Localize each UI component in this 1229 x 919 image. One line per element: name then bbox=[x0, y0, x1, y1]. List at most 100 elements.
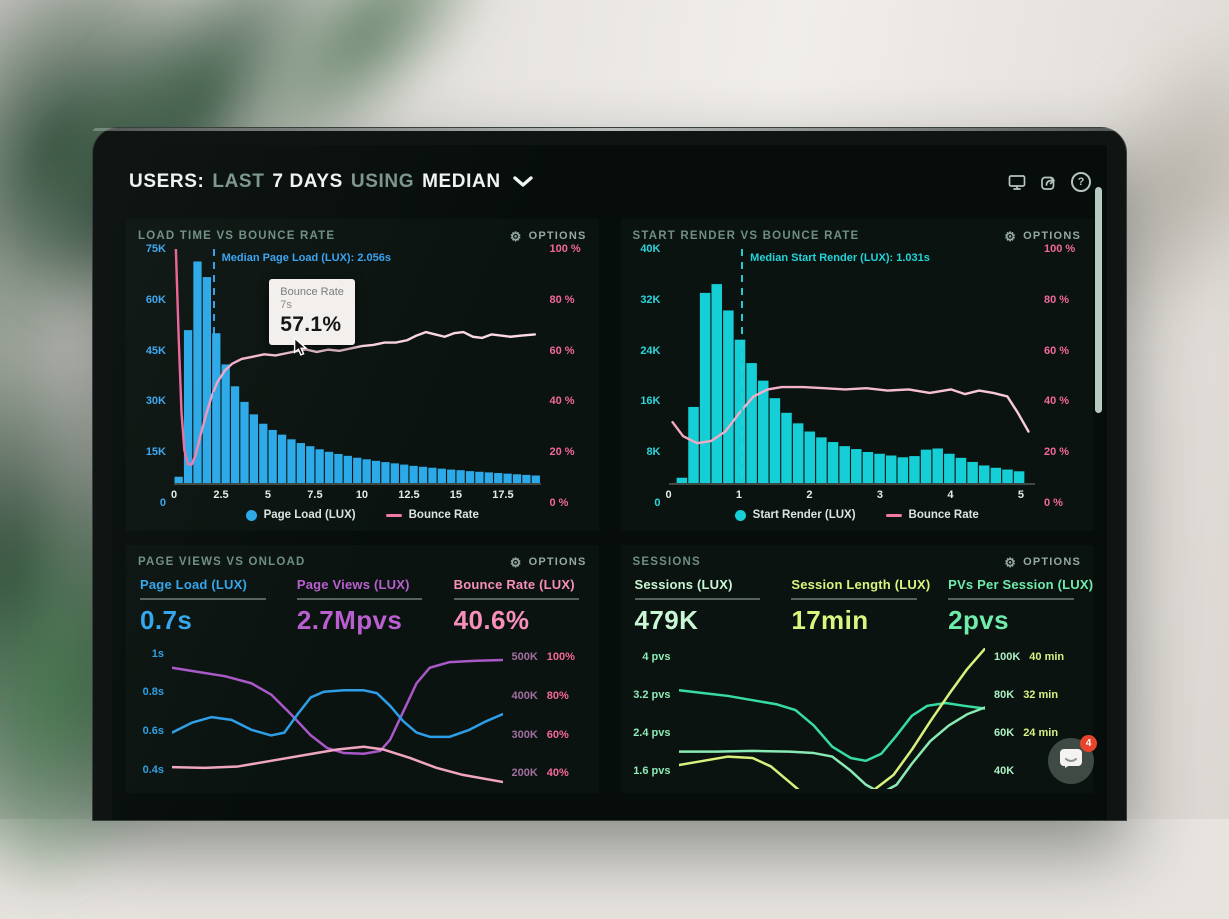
metric-value: 17min bbox=[791, 605, 922, 636]
y-axis-tick-pair: 40K bbox=[994, 765, 1014, 777]
legend-item-page-load-lux[interactable]: Page Load (LUX) bbox=[246, 509, 356, 521]
y-axis-tick: 60% bbox=[547, 729, 569, 741]
line-chart bbox=[679, 648, 986, 789]
gear-icon: ⚙ bbox=[510, 230, 523, 243]
y-axis-right: 100 %80 %60 %40 %20 %0 % bbox=[541, 249, 587, 503]
y-axis-tick: 100 % bbox=[550, 243, 581, 255]
y-axis-tick: 1s bbox=[152, 648, 164, 660]
metric-label: PVs Per Session (LUX) bbox=[948, 577, 1079, 592]
legend-item-start-render-lux[interactable]: Start Render (LUX) bbox=[735, 509, 856, 521]
y-axis-tick: 8K bbox=[646, 446, 660, 458]
legend-label: Bounce Rate bbox=[409, 509, 479, 521]
median-label: Median Page Load (LUX): 2.056s bbox=[222, 252, 391, 264]
options-button[interactable]: ⚙OPTIONS bbox=[1004, 230, 1081, 243]
metric-label: Sessions (LUX) bbox=[635, 577, 766, 592]
header-segment: LAST bbox=[212, 171, 264, 193]
panel-title: SESSIONS bbox=[633, 556, 701, 568]
scrollbar[interactable] bbox=[1095, 187, 1102, 413]
tooltip-series-label: Bounce Rate bbox=[280, 286, 344, 298]
y-axis-tick: 0.6s bbox=[143, 725, 164, 737]
metric-page-load-lux: Page Load (LUX)0.7s bbox=[140, 577, 271, 636]
y-axis-tick: 80 % bbox=[550, 294, 575, 306]
share-icon[interactable] bbox=[1039, 172, 1059, 192]
chart-legend: Start Render (LUX) Bounce Rate bbox=[633, 503, 1082, 527]
plot-column bbox=[679, 648, 986, 789]
y-axis-tick: 40K bbox=[994, 765, 1014, 777]
bar-chart bbox=[669, 249, 1036, 483]
y-axis-tick: 20 % bbox=[550, 446, 575, 458]
median-line bbox=[741, 249, 743, 483]
options-button[interactable]: ⚙OPTIONS bbox=[510, 556, 587, 569]
options-button[interactable]: ⚙OPTIONS bbox=[1004, 556, 1081, 569]
y-axis-tick: 15K bbox=[146, 446, 166, 458]
legend-item-bounce-rate[interactable]: Bounce Rate bbox=[386, 509, 479, 521]
metric-underline bbox=[140, 598, 266, 600]
x-axis-tick: 17.5 bbox=[492, 489, 513, 501]
y-axis-tick: 40 % bbox=[1044, 395, 1069, 407]
x-axis-tick: 5 bbox=[265, 489, 271, 501]
metric-pvs-per-session-lux: PVs Per Session (LUX)2pvs bbox=[948, 577, 1079, 636]
display-icon[interactable] bbox=[1007, 172, 1027, 192]
x-axis-tick: 1 bbox=[736, 489, 742, 501]
y-axis-tick: 32 min bbox=[1023, 689, 1058, 701]
y-axis-tick: 30K bbox=[146, 395, 166, 407]
metric-label: Page Views (LUX) bbox=[297, 577, 428, 592]
metric-session-length-lux: Session Length (LUX) 17min bbox=[791, 577, 922, 636]
chat-launcher[interactable]: 4 bbox=[1048, 738, 1094, 784]
y-axis-tick: 0 bbox=[654, 497, 660, 509]
metric-bounce-rate-lux: Bounce Rate (LUX)40.6% bbox=[454, 577, 585, 636]
plot-area: Median Page Load (LUX): 2.056s Bounce Rat… bbox=[174, 249, 541, 485]
y-axis-tick: 75K bbox=[146, 243, 166, 255]
metric-label: Bounce Rate (LUX) bbox=[454, 577, 585, 592]
y-axis-tick: 4 pvs bbox=[642, 651, 670, 663]
y-axis-tick: 60 % bbox=[550, 345, 575, 357]
metric-underline bbox=[948, 598, 1074, 600]
panel-header: PAGE VIEWS VS ONLOAD⚙OPTIONS bbox=[138, 553, 587, 571]
y-axis-tick: 0.8s bbox=[143, 686, 164, 698]
y-axis-tick: 80% bbox=[547, 690, 569, 702]
legend-label: Start Render (LUX) bbox=[753, 509, 856, 521]
header-segment: USING bbox=[351, 171, 414, 193]
chart-legend: Page Load (LUX) Bounce Rate bbox=[138, 503, 587, 527]
x-axis-tick: 10 bbox=[356, 489, 368, 501]
x-axis-tick: 2.5 bbox=[213, 489, 228, 501]
bar-chart bbox=[174, 249, 541, 483]
y-axis-tick: 40 min bbox=[1029, 651, 1064, 663]
y-axis-tick: 80 % bbox=[1044, 294, 1069, 306]
y-axis-tick: 2.4 pvs bbox=[633, 727, 670, 739]
metric-label: Session Length (LUX) bbox=[791, 577, 922, 592]
help-icon[interactable]: ? bbox=[1071, 172, 1091, 192]
header-segment: 7 DAYS bbox=[272, 171, 343, 193]
y-axis-tick-pair: 400K 80% bbox=[512, 690, 569, 702]
legend-item-bounce-rate[interactable]: Bounce Rate bbox=[886, 509, 979, 521]
metric-underline bbox=[454, 598, 580, 600]
x-axis-tick: 7.5 bbox=[307, 489, 322, 501]
y-axis-tick: 16K bbox=[640, 395, 660, 407]
legend-line-marker bbox=[886, 514, 902, 517]
panel-page-views-vs-onload: PAGE VIEWS VS ONLOAD⚙OPTIONS Page Load (L… bbox=[126, 545, 599, 793]
y-axis-tick: 40 % bbox=[550, 395, 575, 407]
y-axis-tick: 400K bbox=[512, 690, 538, 702]
y-axis-tick: 45K bbox=[146, 345, 166, 357]
y-axis-tick: 3.2 pvs bbox=[633, 689, 670, 701]
plot-area bbox=[172, 648, 503, 789]
legend-label: Page Load (LUX) bbox=[264, 509, 356, 521]
gear-icon: ⚙ bbox=[510, 556, 523, 569]
options-button[interactable]: ⚙OPTIONS bbox=[510, 230, 587, 243]
